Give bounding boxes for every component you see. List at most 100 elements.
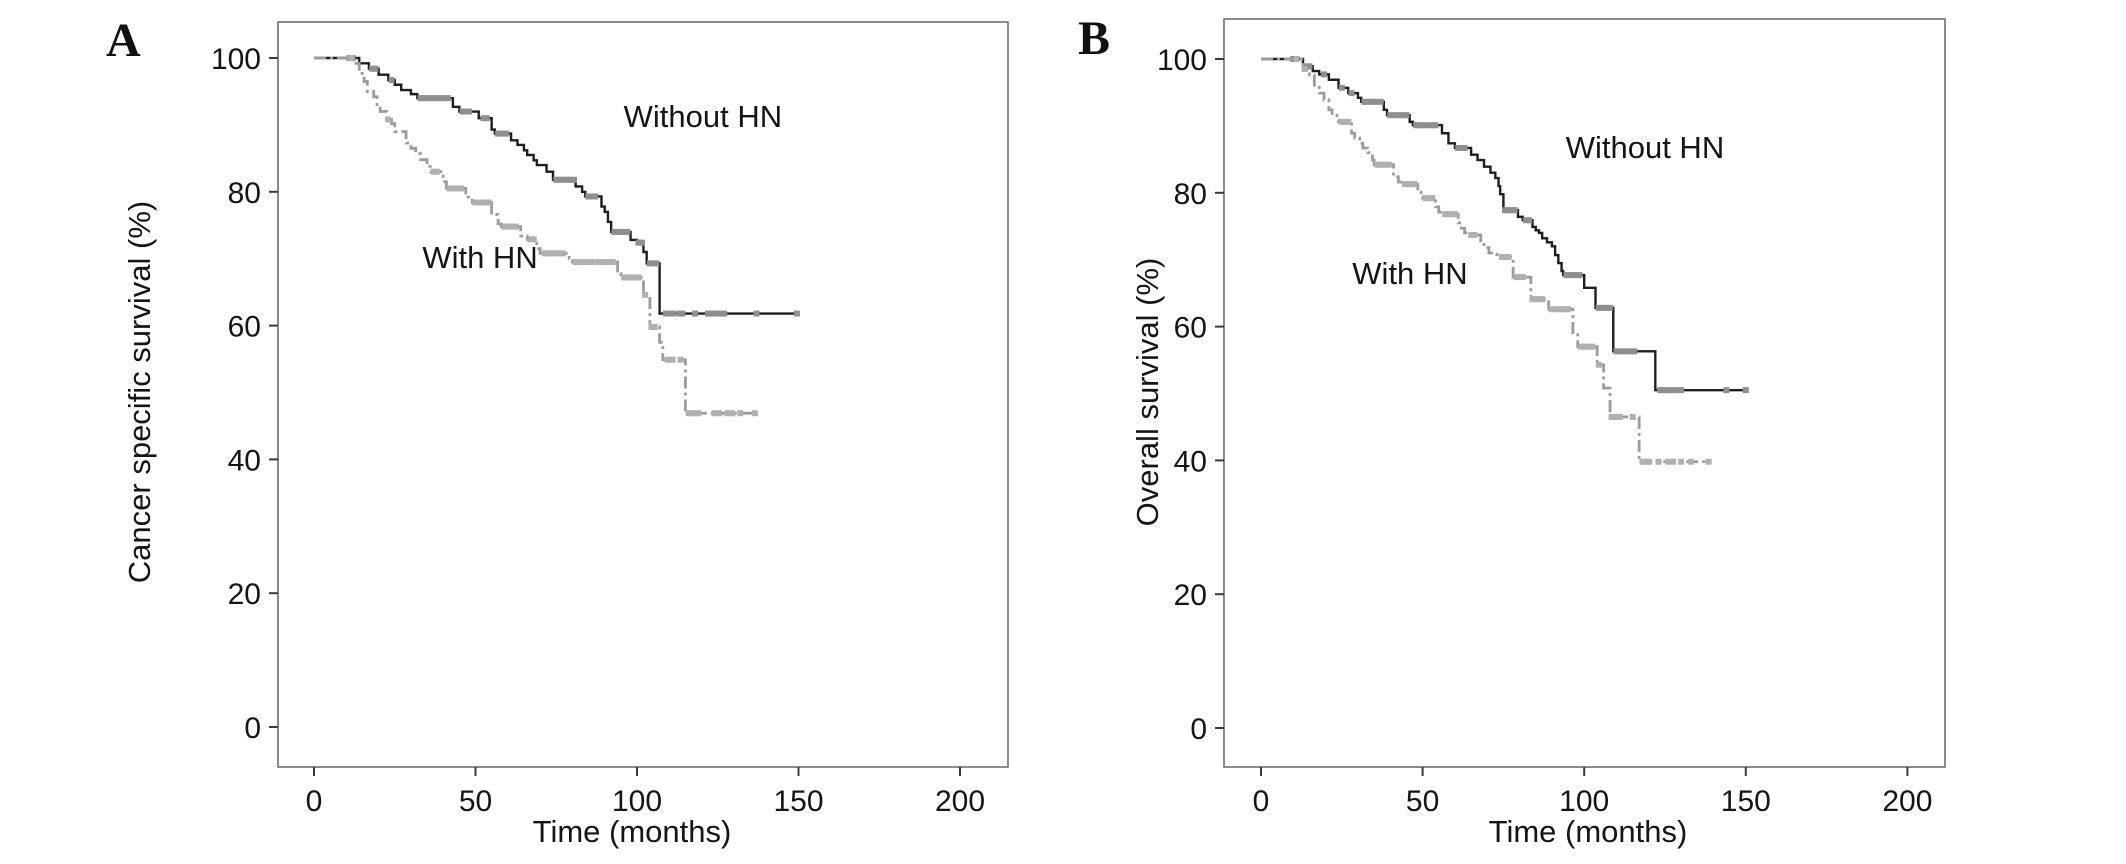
censor-mark bbox=[1424, 122, 1431, 129]
censor-mark bbox=[1523, 217, 1530, 224]
panel-b-letter: B bbox=[1078, 12, 1110, 65]
censor-mark bbox=[617, 228, 624, 235]
censor-mark bbox=[1502, 207, 1509, 214]
censor-mark bbox=[425, 95, 432, 102]
censor-mark bbox=[1613, 348, 1620, 355]
x-tick-label: 150 bbox=[773, 785, 823, 818]
censor-mark bbox=[650, 260, 657, 267]
censor-mark bbox=[793, 310, 800, 317]
censor-mark bbox=[1565, 306, 1572, 313]
censor-mark bbox=[632, 274, 639, 281]
censor-mark bbox=[495, 130, 502, 137]
panel-a-series bbox=[314, 55, 800, 417]
censor-mark bbox=[1508, 207, 1515, 214]
censor-mark bbox=[553, 176, 560, 183]
censor-mark bbox=[1419, 122, 1426, 129]
censor-mark bbox=[1595, 304, 1602, 311]
censor-mark bbox=[1471, 231, 1478, 238]
y-tick-label: 80 bbox=[1174, 178, 1207, 211]
censor-mark bbox=[583, 259, 590, 266]
censor-mark bbox=[453, 185, 460, 192]
x-tick-label: 200 bbox=[1882, 785, 1932, 818]
censor-mark bbox=[475, 199, 482, 206]
censor-mark bbox=[1395, 112, 1402, 119]
censor-mark bbox=[553, 250, 560, 257]
censor-mark bbox=[1321, 71, 1328, 78]
censor-mark bbox=[1670, 458, 1677, 465]
censor-mark bbox=[1445, 211, 1452, 218]
censor-mark bbox=[692, 410, 699, 417]
censor-mark bbox=[717, 310, 724, 317]
censor-mark bbox=[348, 55, 355, 61]
censor-mark bbox=[1657, 387, 1664, 394]
x-tick-label: 0 bbox=[306, 785, 323, 818]
censor-mark bbox=[1598, 304, 1605, 311]
panel-b-label-without-hn: Without HN bbox=[1566, 130, 1724, 165]
censor-mark bbox=[1584, 343, 1591, 350]
censor-mark bbox=[724, 410, 731, 417]
censor-mark bbox=[604, 259, 611, 266]
censor-mark bbox=[1422, 195, 1429, 202]
censor-mark bbox=[579, 259, 586, 266]
censor-mark bbox=[598, 259, 605, 266]
panel-a: A Cancer specific survival (%) Time (mon… bbox=[106, 14, 1009, 849]
censor-mark bbox=[1529, 296, 1536, 303]
censor-mark bbox=[1655, 458, 1662, 465]
censor-mark bbox=[1687, 458, 1694, 465]
censor-mark bbox=[642, 291, 649, 298]
censor-mark bbox=[627, 274, 634, 281]
censor-mark bbox=[372, 65, 379, 72]
censor-mark bbox=[1426, 195, 1433, 202]
censor-mark bbox=[1380, 161, 1387, 168]
censor-mark bbox=[472, 199, 479, 206]
censor-mark bbox=[512, 223, 519, 230]
censor-mark bbox=[1589, 343, 1596, 350]
censor-mark bbox=[1678, 387, 1685, 394]
censor-mark bbox=[1626, 348, 1633, 355]
censor-mark bbox=[480, 115, 487, 122]
censor-mark bbox=[675, 310, 682, 317]
censor-mark bbox=[711, 410, 718, 417]
censor-mark bbox=[1705, 458, 1712, 465]
censor-mark bbox=[624, 274, 631, 281]
x-tick-label: 0 bbox=[1253, 785, 1270, 818]
censor-mark bbox=[648, 323, 655, 330]
censor-mark bbox=[1678, 458, 1685, 465]
censor-mark bbox=[433, 168, 440, 175]
km-curve-with-hn bbox=[1261, 57, 1711, 464]
censor-mark bbox=[1385, 161, 1392, 168]
panel-b: B Overall survival (%) Time (months) 100… bbox=[1078, 12, 1946, 849]
km-curve-with-hn bbox=[314, 56, 757, 415]
censor-mark bbox=[430, 168, 437, 175]
censor-mark bbox=[1377, 161, 1384, 168]
censor-mark bbox=[1642, 458, 1649, 465]
censor-mark bbox=[1573, 272, 1580, 279]
censor-mark bbox=[420, 95, 427, 102]
y-tick-label: 60 bbox=[1174, 312, 1207, 345]
censor-mark bbox=[1673, 387, 1680, 394]
censor-mark bbox=[1535, 296, 1542, 303]
panel-a-plot-box bbox=[277, 21, 1009, 768]
censor-mark bbox=[503, 130, 510, 137]
censor-mark bbox=[1563, 272, 1570, 279]
censor-mark bbox=[462, 108, 469, 115]
censor-mark bbox=[457, 185, 464, 192]
censor-mark bbox=[1361, 98, 1368, 105]
censor-mark bbox=[688, 410, 695, 417]
censor-mark bbox=[428, 95, 435, 102]
panel-b-y-axis-title: Overall survival (%) bbox=[1130, 258, 1165, 527]
censor-mark bbox=[677, 356, 684, 363]
km-curve-without-hn bbox=[1261, 57, 1746, 392]
censor-mark bbox=[572, 259, 579, 266]
censor-mark bbox=[663, 310, 670, 317]
censor-mark bbox=[592, 193, 599, 200]
x-tick-label: 100 bbox=[612, 785, 662, 818]
y-tick-label: 20 bbox=[1174, 579, 1207, 612]
censor-mark bbox=[635, 274, 642, 281]
censor-mark bbox=[527, 236, 534, 243]
censor-mark bbox=[1603, 304, 1610, 311]
censor-mark bbox=[548, 250, 555, 257]
censor-mark bbox=[1416, 122, 1423, 129]
censor-mark bbox=[478, 199, 485, 206]
